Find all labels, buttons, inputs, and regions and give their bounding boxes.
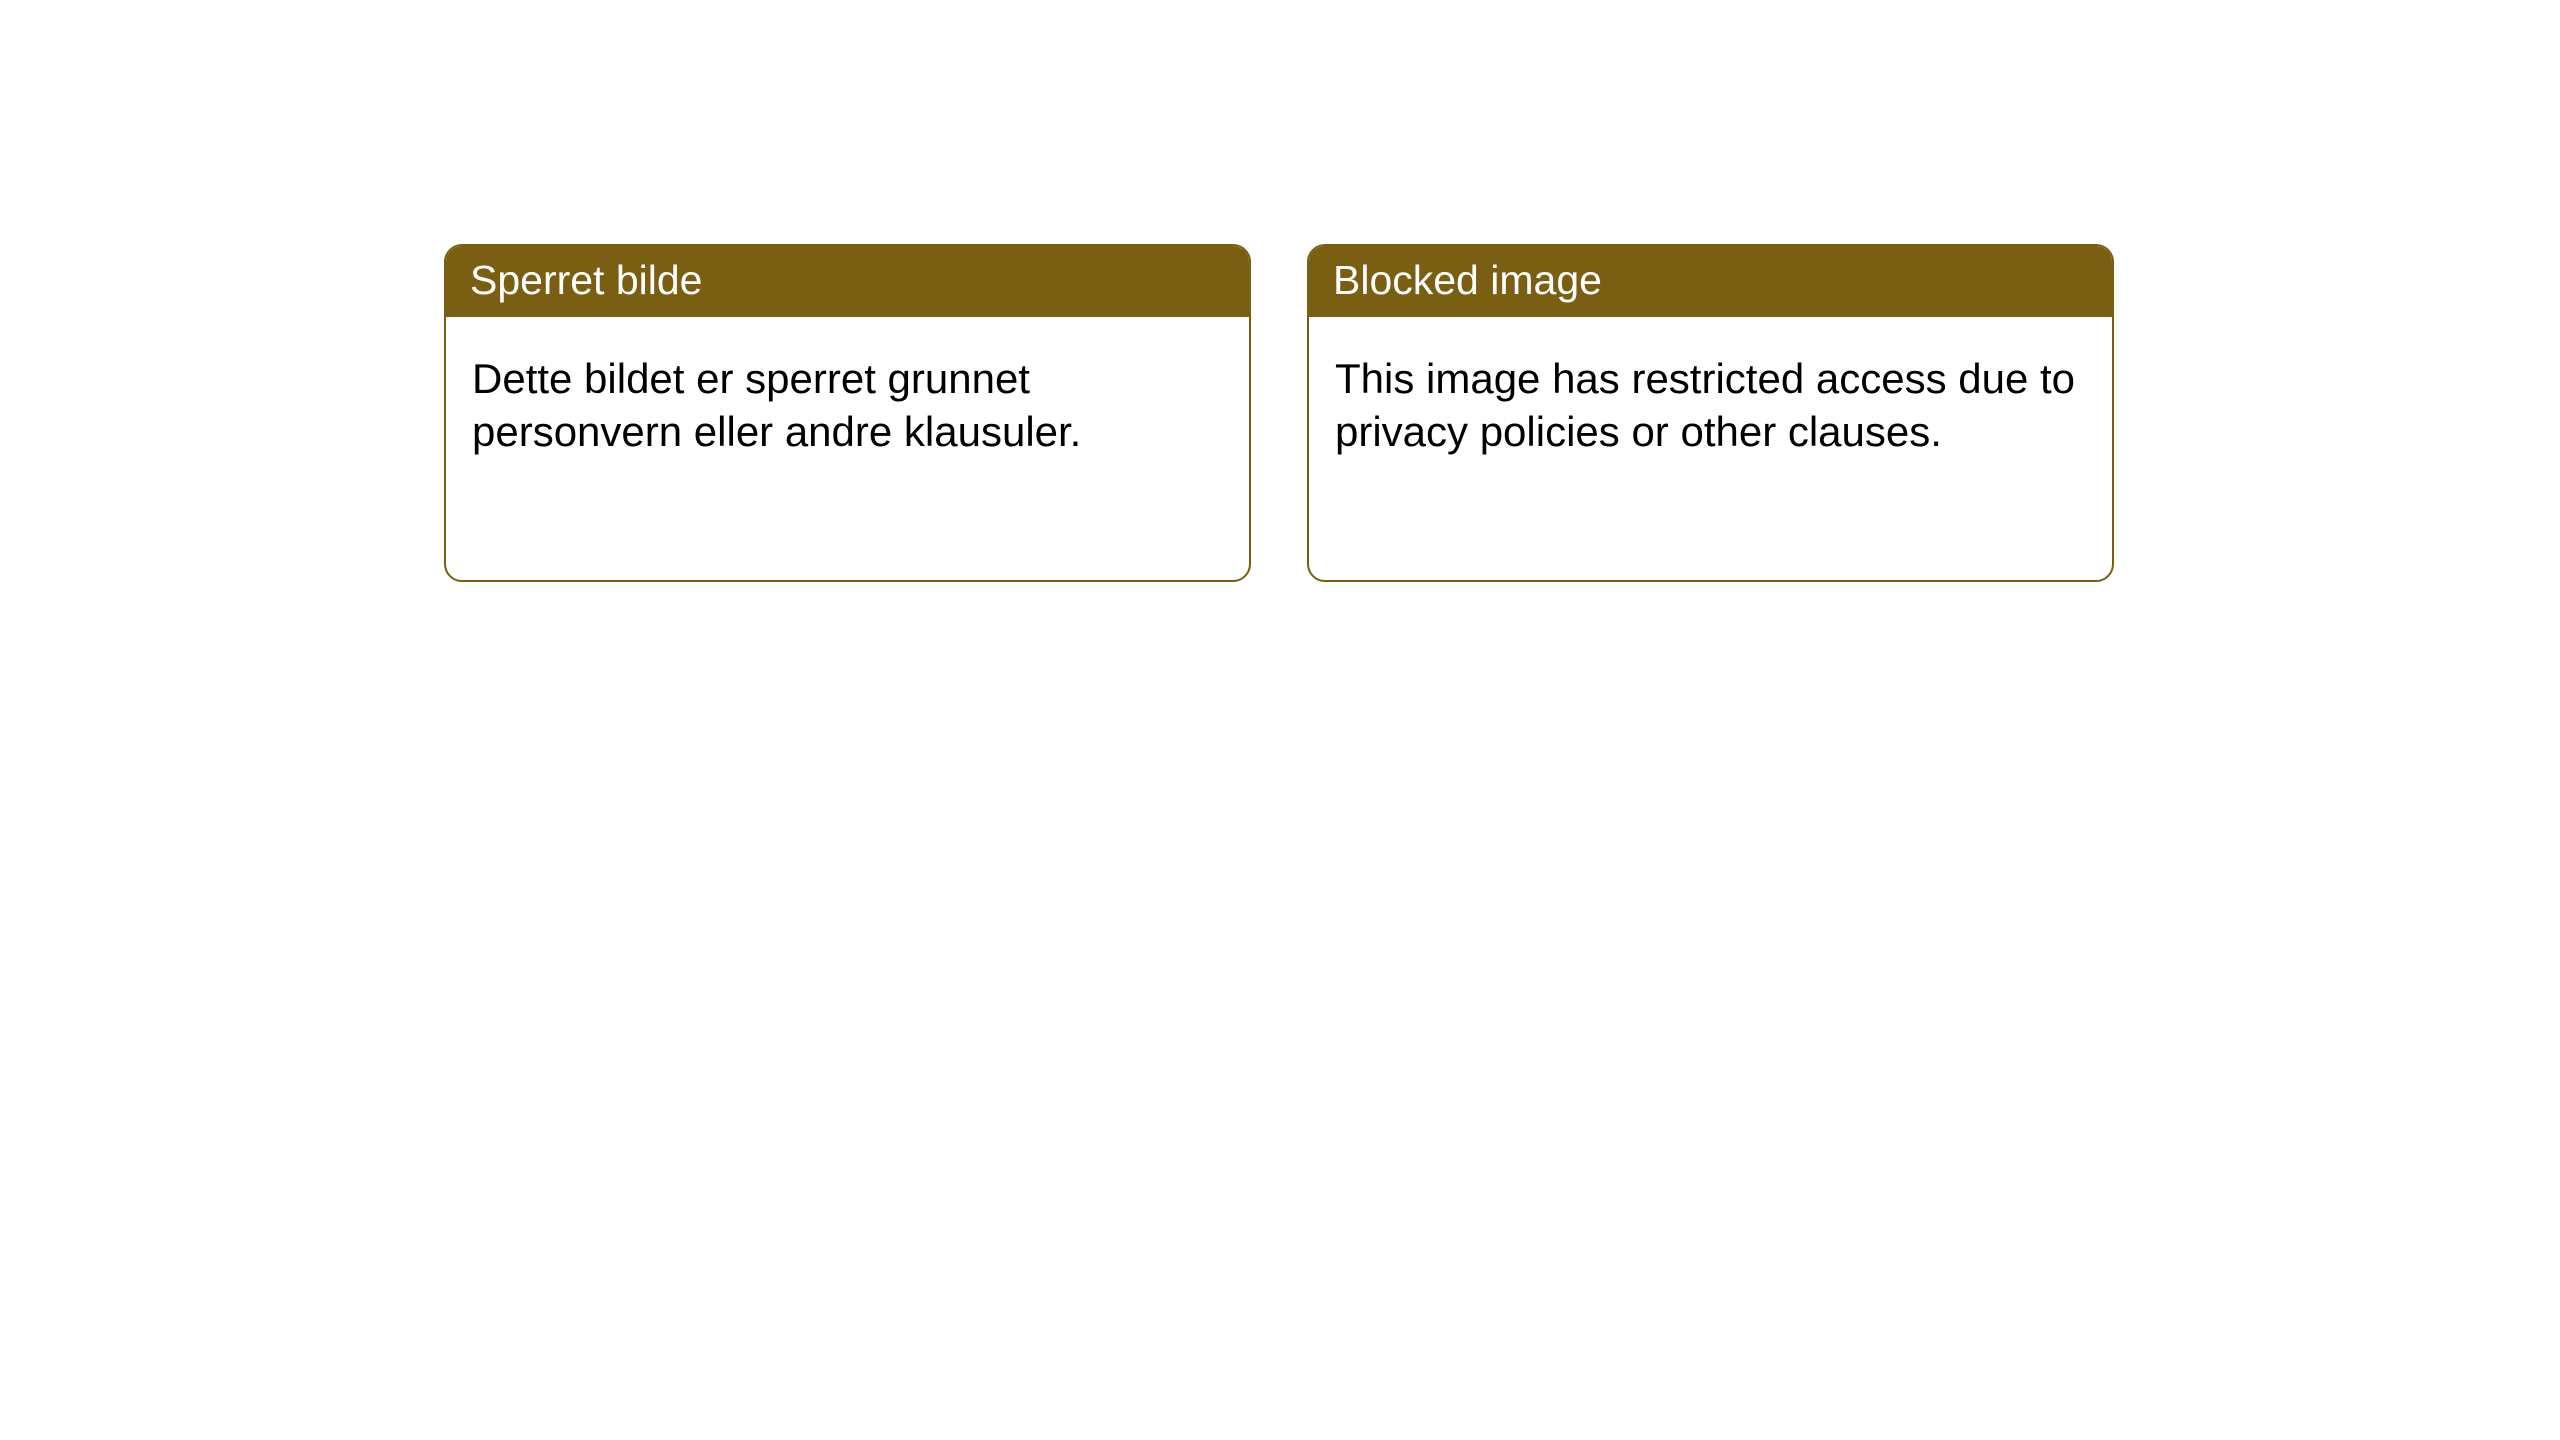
- notice-card-body: This image has restricted access due to …: [1309, 317, 2112, 484]
- notice-container: Sperret bilde Dette bildet er sperret gr…: [0, 0, 2560, 582]
- notice-card-title: Blocked image: [1309, 246, 2112, 317]
- notice-card-body: Dette bildet er sperret grunnet personve…: [446, 317, 1249, 484]
- notice-card-title: Sperret bilde: [446, 246, 1249, 317]
- notice-card-norwegian: Sperret bilde Dette bildet er sperret gr…: [444, 244, 1251, 582]
- notice-card-english: Blocked image This image has restricted …: [1307, 244, 2114, 582]
